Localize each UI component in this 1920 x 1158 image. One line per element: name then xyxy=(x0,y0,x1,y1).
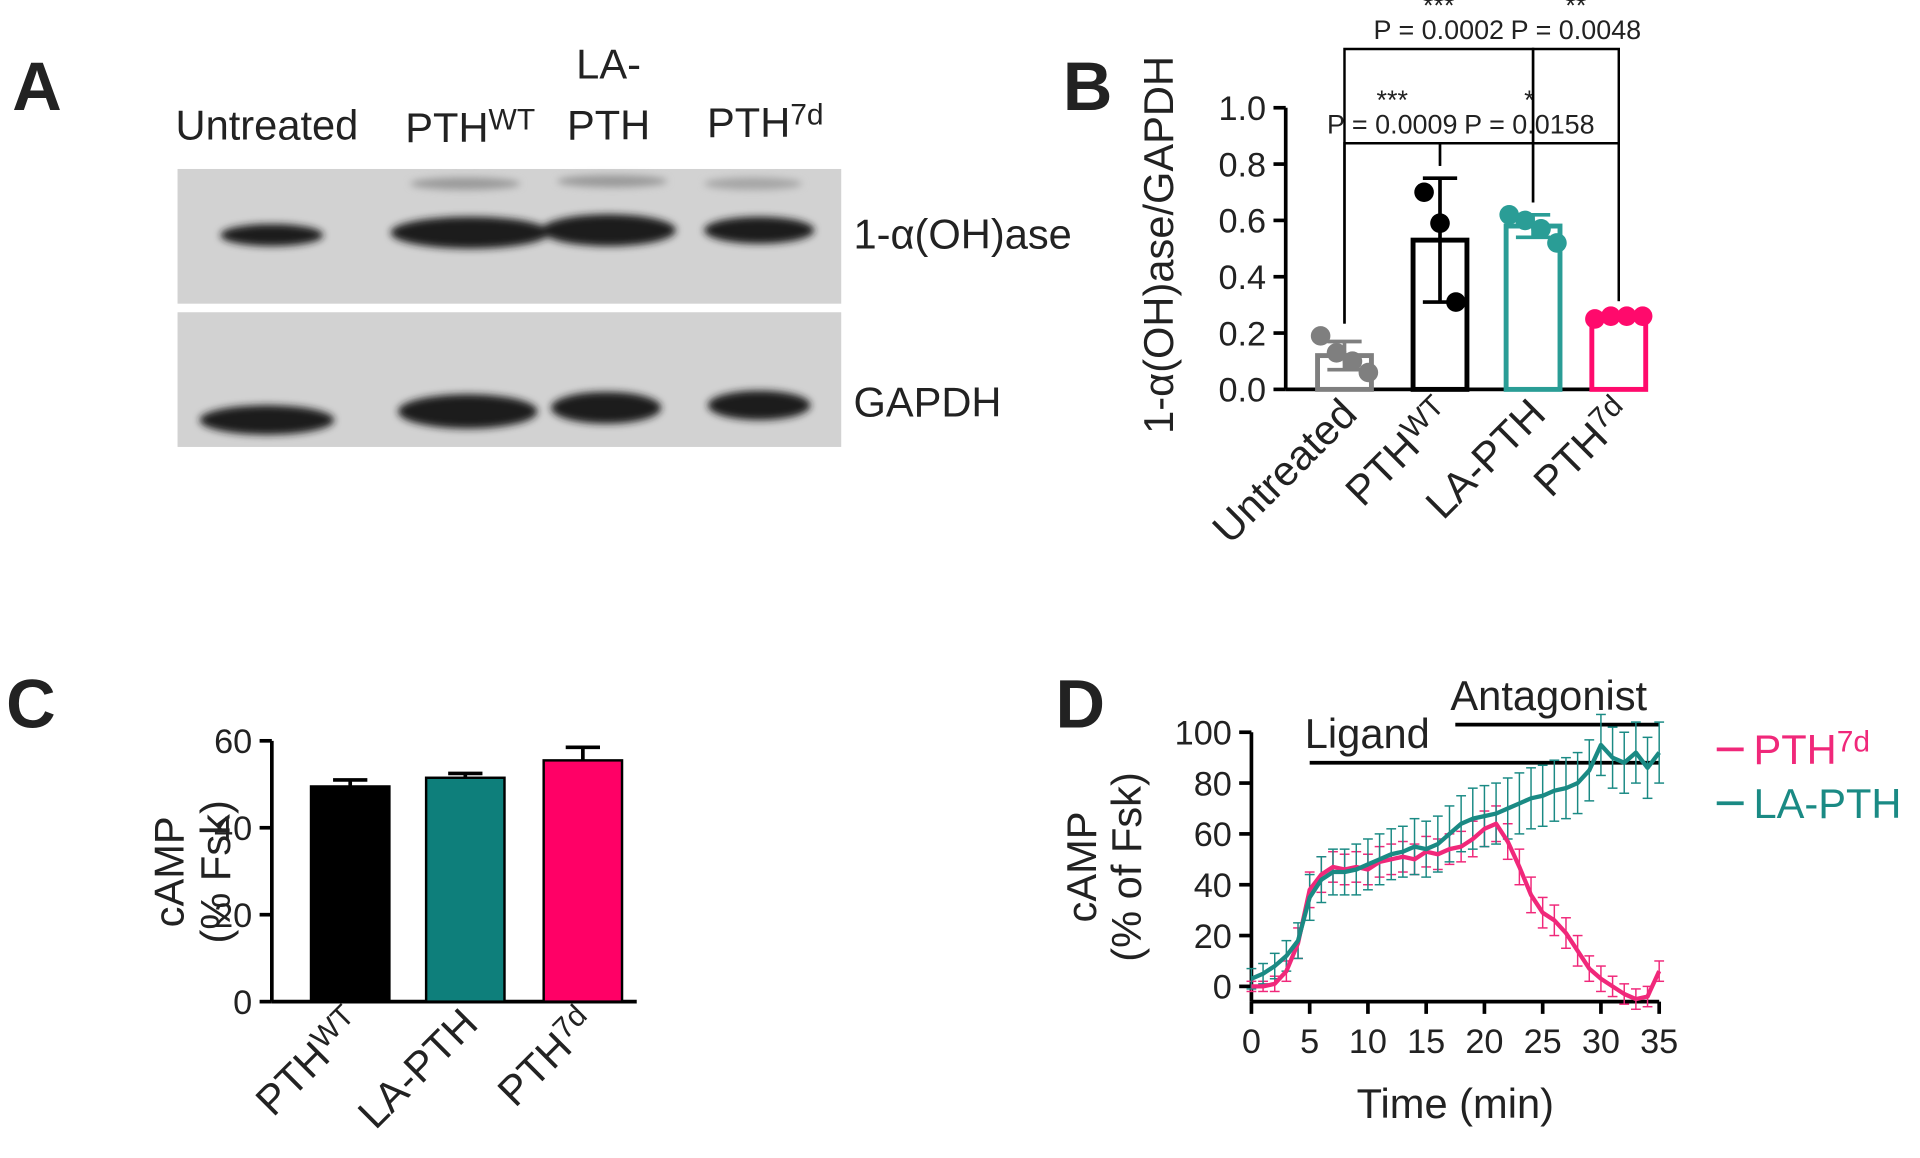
p-value: P = 0.0048 xyxy=(1511,15,1642,45)
data-point xyxy=(1326,342,1347,363)
y-tick-label: 0.4 xyxy=(1218,259,1266,297)
series-line xyxy=(1250,742,1661,981)
panel-label: D xyxy=(1056,665,1106,742)
label-text: PTH xyxy=(405,104,488,151)
data-point xyxy=(1342,351,1363,372)
superscript: 7d xyxy=(790,99,823,132)
y-axis-label: (% of Fsk) xyxy=(1103,772,1150,962)
p-value: P = 0.0158 xyxy=(1464,109,1594,139)
data-point xyxy=(1616,306,1637,326)
y-tick-label: 100 xyxy=(1175,714,1232,752)
y-tick-label: 0.0 xyxy=(1218,372,1266,410)
annotation-label: Antagonist xyxy=(1450,672,1647,719)
lane-label: PTHWT xyxy=(405,103,535,151)
y-tick-label: 40 xyxy=(1194,867,1232,905)
band-label: 1-α(OH)ase xyxy=(853,211,1071,258)
significance-stars: *** xyxy=(1423,0,1455,21)
data-point xyxy=(1430,213,1450,234)
data-point xyxy=(1531,219,1551,239)
significance-stars: ** xyxy=(1565,0,1586,21)
y-tick-label: 0.2 xyxy=(1218,315,1266,353)
y-tick-label: 80 xyxy=(1194,765,1232,803)
y-tick-label: 40 xyxy=(214,810,252,848)
bar xyxy=(1503,223,1563,392)
x-tick-label: 15 xyxy=(1407,1023,1445,1061)
y-tick-label: 1.0 xyxy=(1218,90,1266,128)
x-axis-label: Time (min) xyxy=(1357,1080,1554,1127)
lane-label: Untreated xyxy=(176,102,359,149)
lane-label: PTH7d xyxy=(707,99,824,147)
x-tick-label: 25 xyxy=(1524,1023,1562,1061)
data-point xyxy=(1601,306,1621,326)
superscript: WT xyxy=(489,103,536,136)
significance-bracket xyxy=(1531,47,1620,302)
y-tick-label: 0.6 xyxy=(1218,203,1266,241)
x-tick-label: 35 xyxy=(1640,1023,1678,1061)
label-text: PTH xyxy=(707,99,790,146)
annotation-label: Ligand xyxy=(1305,710,1430,757)
band-label: GAPDH xyxy=(853,378,1001,425)
y-tick-label: 60 xyxy=(214,723,252,761)
x-tick-label: 30 xyxy=(1582,1023,1620,1061)
data-point xyxy=(1446,292,1466,312)
p-value: P = 0.0009 xyxy=(1327,109,1458,139)
y-tick-label: 0 xyxy=(1213,969,1232,1007)
data-point xyxy=(1499,204,1519,225)
x-tick-label: Untreated xyxy=(1203,389,1366,552)
x-tick-label: 0 xyxy=(1242,1023,1261,1061)
data-point xyxy=(1632,306,1653,326)
bands xyxy=(199,175,815,435)
lane-label: LA- xyxy=(576,40,641,87)
data-point xyxy=(1414,182,1434,203)
y-tick-label: 60 xyxy=(1194,816,1232,854)
x-tick-label: 20 xyxy=(1465,1023,1503,1061)
blot-images xyxy=(177,168,842,447)
panel-label: C xyxy=(6,665,56,742)
significance-stars: *** xyxy=(1377,85,1409,115)
lane-label: PTH xyxy=(567,102,650,149)
bar xyxy=(424,776,506,1003)
legend-label: PTH7d xyxy=(1753,725,1870,773)
bar xyxy=(309,785,391,1003)
x-tick-label: 10 xyxy=(1349,1023,1387,1061)
superscript: 7d xyxy=(1837,725,1870,758)
y-tick-label: 0.8 xyxy=(1218,146,1266,184)
x-tick-label: PTH7d xyxy=(1524,389,1640,505)
x-tick-label: LA-PTH xyxy=(348,999,486,1137)
y-axis-label: (% Fsk) xyxy=(192,800,239,943)
p-value: P = 0.0002 xyxy=(1374,15,1505,45)
y-tick-label: 20 xyxy=(214,897,252,935)
data-point xyxy=(1585,309,1605,329)
series-line xyxy=(1251,821,1662,1002)
data-point xyxy=(1547,233,1567,253)
panel-label: B xyxy=(1063,48,1113,125)
bar xyxy=(542,759,624,1003)
legend-label: LA-PTH xyxy=(1753,780,1901,827)
label-text: PTH xyxy=(1753,726,1836,773)
y-axis-label: cAMP xyxy=(146,816,193,927)
y-tick-label: 20 xyxy=(1194,918,1232,956)
y-tick-label: 0 xyxy=(233,984,252,1022)
data-point xyxy=(1515,210,1535,231)
y-axis-label: cAMP xyxy=(1058,811,1105,922)
significance-stars: * xyxy=(1524,85,1535,115)
data-point xyxy=(1310,326,1331,346)
data-point xyxy=(1358,362,1379,383)
x-tick-label: PTH7d xyxy=(488,999,604,1115)
panel-label: A xyxy=(12,48,62,125)
x-tick-label: 5 xyxy=(1300,1023,1319,1061)
y-axis-label: 1-α(OH)ase/GAPDH xyxy=(1135,56,1182,434)
